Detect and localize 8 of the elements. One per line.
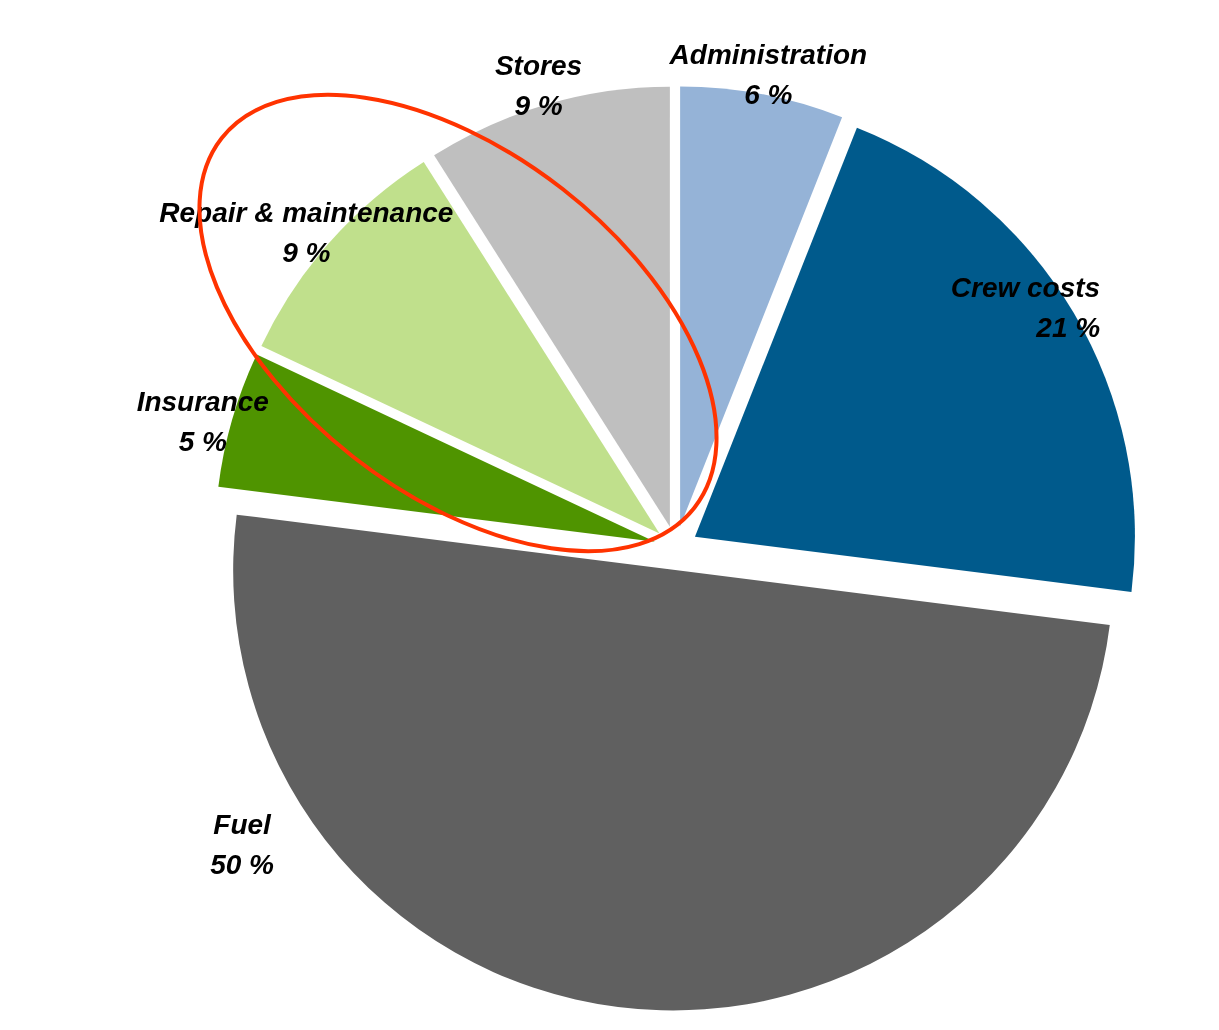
data-label: 5 % [178,425,227,457]
data-label: 9 % [282,237,331,269]
data-label: 50 % [210,848,275,880]
slice-label: Stores [494,49,583,81]
data-label: 6 % [744,78,793,110]
slice-label: Administration [668,38,868,70]
data-label: 9 % [514,89,563,121]
slice-label: Fuel [213,808,273,840]
